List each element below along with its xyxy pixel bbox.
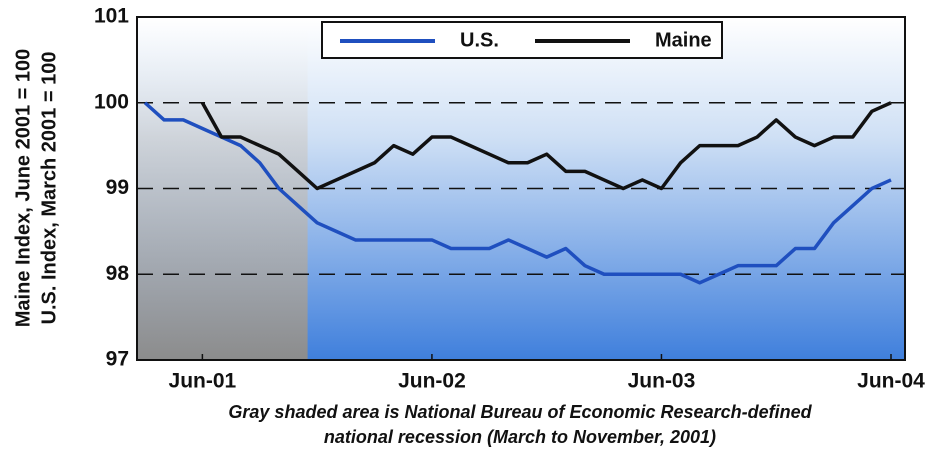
y-axis-label: U.S. Index, March 2001 = 100: [38, 52, 60, 325]
y-tick-label: 100: [94, 90, 129, 113]
y-tick-label: 101: [94, 5, 129, 28]
note: national recession (March to November, 2…: [324, 427, 716, 447]
legend-label: Maine: [655, 29, 712, 51]
x-tick-label: Jun-03: [628, 370, 696, 393]
x-tick-label: Jun-01: [169, 370, 237, 393]
line-series: [200, 101, 892, 191]
x-tick-label: Jun-04: [857, 370, 925, 393]
x-tick-label: Jun-02: [398, 370, 466, 393]
plot-frame: [136, 16, 906, 361]
line-series: [143, 101, 892, 285]
y-tick-label: 99: [106, 176, 129, 199]
y-tick-label: 98: [106, 262, 130, 285]
legend-label: U.S.: [460, 29, 499, 51]
legend: [321, 21, 723, 59]
y-axis-label: Maine Index, June 2001 = 100: [12, 49, 34, 327]
y-tick-label: 97: [106, 348, 129, 371]
note: Gray shaded area is National Bureau of E…: [228, 402, 812, 422]
